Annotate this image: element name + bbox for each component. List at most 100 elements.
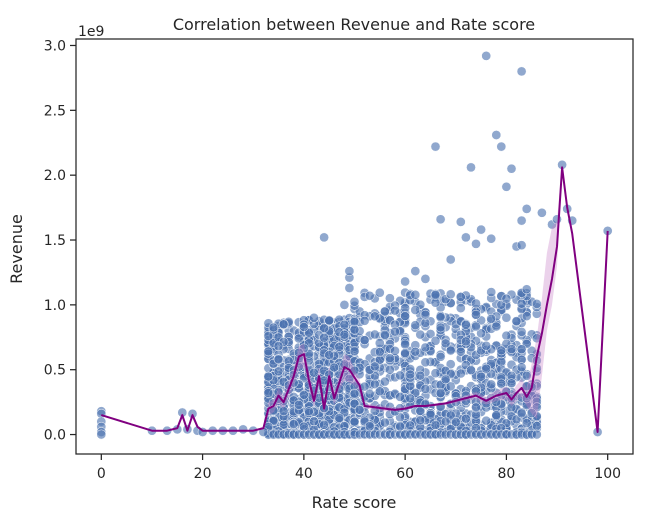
scatter-point [273, 341, 284, 352]
scatter-point [420, 318, 431, 328]
scatter-point [521, 393, 532, 404]
scatter-point [461, 232, 471, 243]
scatter-point [435, 312, 446, 323]
scatter-point [516, 344, 527, 355]
scatter-point [309, 312, 319, 323]
scatter-point [273, 354, 284, 365]
scatter-point [369, 329, 380, 340]
scatter-point [263, 371, 274, 382]
scatter-point [374, 338, 385, 348]
scatter-point [440, 416, 451, 427]
scatter-point [288, 419, 299, 430]
y-axis-title: Revenue [7, 214, 26, 284]
scatter-point [354, 404, 365, 415]
scatter-point [516, 66, 527, 77]
scatter-point [481, 398, 492, 409]
x-ticks: 0 20 40 60 80 100 [97, 454, 621, 482]
scatter-point [410, 346, 421, 357]
axes: 0 20 40 60 80 100 0.0 0.5 1.0 1.5 2.0 2.5 3.0 [44, 38, 634, 482]
x-tick-label: 40 [295, 466, 313, 482]
scatter-point [486, 233, 497, 244]
scatter-point [349, 296, 360, 307]
y-tick-label: 2.5 [44, 103, 66, 119]
scatter-point [435, 322, 446, 333]
scatter-point [263, 331, 274, 341]
scatter-point [293, 400, 304, 410]
scatter-point [445, 381, 456, 392]
scatter-point [537, 207, 547, 218]
scatter-point [521, 370, 532, 381]
scatter-point [263, 388, 274, 398]
scatter-point [405, 420, 416, 431]
scatter-point [344, 283, 355, 293]
scatter-point [450, 417, 461, 428]
scatter-point [481, 363, 492, 374]
scatter-point [359, 335, 370, 346]
y-tick-label: 2.0 [44, 168, 66, 184]
scatter-point [273, 366, 284, 377]
scatter-point [410, 320, 421, 331]
scatter-point [364, 388, 375, 399]
scatter-point [455, 303, 466, 313]
scatter-point [349, 416, 360, 427]
scatter-point [506, 163, 517, 174]
scatter-point [455, 292, 466, 302]
scatter-point [471, 298, 481, 309]
scatter-point [410, 289, 421, 300]
scatter-point [491, 130, 502, 140]
scatter-point [380, 417, 390, 428]
scatter-point [415, 370, 426, 381]
scatter-point [501, 312, 512, 323]
scatter-point [531, 299, 542, 309]
scatter-point [496, 141, 507, 152]
scatter-point [531, 429, 542, 440]
scatter-point [329, 362, 340, 373]
scatter-point [461, 413, 471, 424]
scatter-point [496, 356, 507, 367]
scatter-point [491, 397, 502, 407]
scatter-point [461, 336, 471, 347]
scatter-point [466, 162, 476, 173]
scatter-point [268, 322, 279, 333]
scatter-point [385, 364, 395, 375]
scatter-point [390, 305, 400, 316]
scatter-point [486, 379, 497, 390]
scatter-point [410, 266, 421, 276]
scatter-point [334, 342, 345, 352]
scatter-point [405, 369, 416, 380]
scatter-point [461, 320, 471, 330]
scatter-point [455, 368, 466, 379]
x-tick-label: 80 [497, 466, 515, 482]
scatter-point [430, 368, 441, 379]
scatter-point [486, 287, 497, 297]
scatter-point [278, 319, 289, 330]
scatter-point [481, 340, 492, 351]
scatter-point [496, 378, 507, 389]
scatter-point [299, 389, 309, 400]
scatter-point [359, 315, 370, 326]
scatter-point [263, 346, 274, 357]
scatter-point [380, 329, 390, 340]
y-ticks: 0.0 0.5 1.0 1.5 2.0 2.5 3.0 [44, 38, 76, 444]
scatter-point [455, 217, 466, 227]
scatter-point [369, 311, 380, 322]
scatter-point [374, 386, 385, 397]
scatter-point [491, 410, 502, 420]
scatter-point [299, 322, 309, 332]
scatter-point [369, 361, 380, 372]
scatter-point [420, 342, 431, 353]
scatter-point [481, 415, 492, 426]
scatter-point [410, 305, 421, 315]
scatter-point [319, 419, 329, 430]
scatter-point [501, 293, 512, 304]
scatter-point [476, 224, 486, 235]
scatter-point [501, 181, 512, 192]
scatter-point [435, 214, 446, 225]
scatter-point [471, 321, 481, 332]
scatter-point [304, 406, 314, 417]
scatter-point [390, 326, 400, 337]
scatter-point [349, 324, 360, 335]
scatter-point [420, 274, 431, 284]
scatter-point [420, 399, 431, 409]
scatter-point [349, 389, 360, 399]
